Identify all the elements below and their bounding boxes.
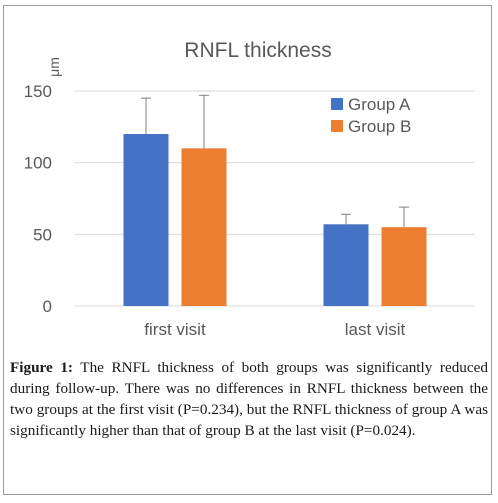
x-tick-label: first visit	[144, 320, 206, 339]
bar	[323, 224, 369, 306]
x-tick-labels: first visit last visit	[144, 320, 405, 339]
y-tick-label: 100	[24, 154, 52, 173]
caption-label: Figure 1:	[10, 359, 73, 376]
x-tick-label: last visit	[345, 320, 406, 339]
error-bars	[141, 94, 409, 228]
chart-title: RNFL thickness	[184, 39, 331, 62]
y-tick-label: 0	[43, 297, 52, 316]
bar	[123, 134, 169, 306]
bars	[123, 134, 427, 306]
caption-text: The RNFL thickness of both groups was si…	[10, 359, 488, 439]
legend-swatch	[331, 98, 343, 110]
legend-label: Group B	[348, 117, 411, 136]
bar	[381, 227, 427, 306]
figure-caption: Figure 1: The RNFL thickness of both gro…	[10, 357, 488, 441]
legend-swatch	[331, 120, 343, 132]
y-tick-label: 50	[33, 225, 52, 244]
legend: Group A Group B	[331, 95, 411, 136]
y-tick-labels: 0 50 100 150	[24, 82, 52, 316]
bar	[181, 148, 227, 306]
y-tick-label: 150	[24, 82, 52, 101]
legend-label: Group A	[348, 95, 411, 114]
y-axis-label: μm	[46, 57, 62, 77]
